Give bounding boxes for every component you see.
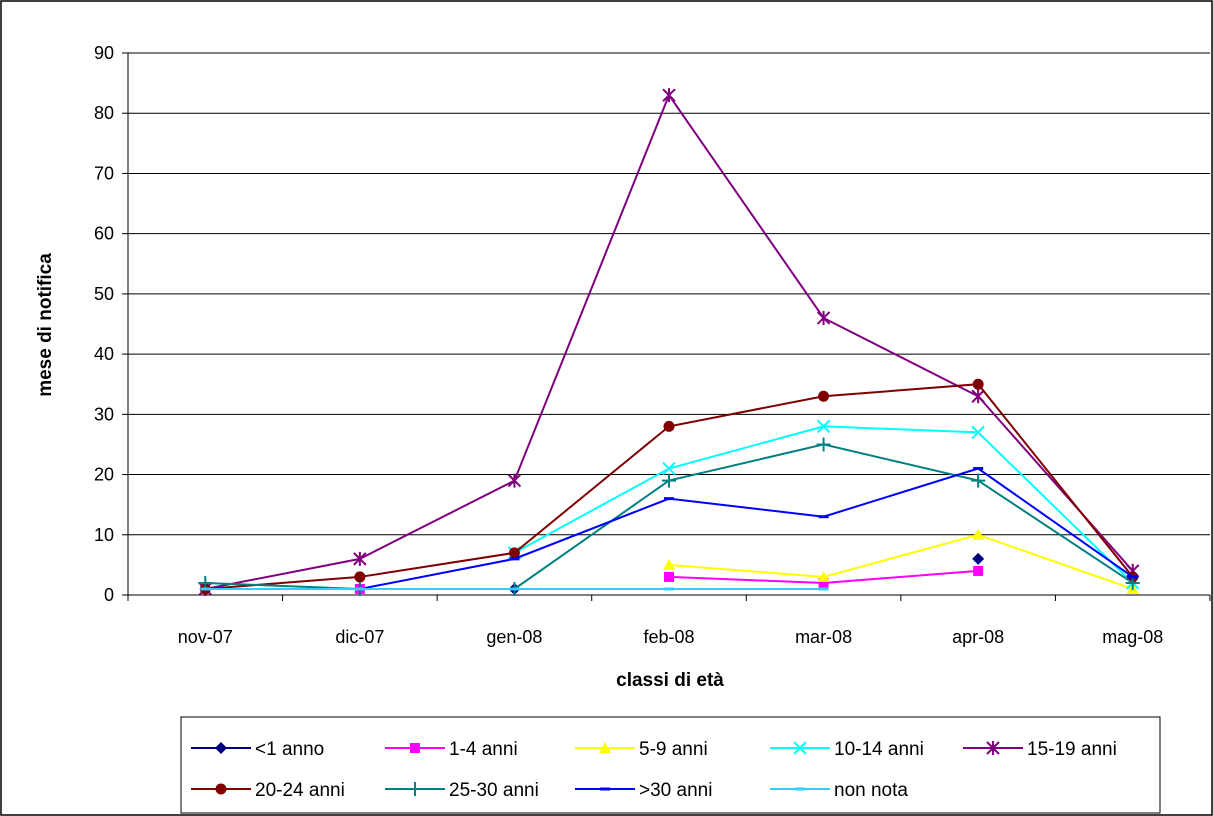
- data-point-marker: [354, 587, 365, 591]
- data-point-marker: [353, 551, 367, 566]
- legend-label: non nota: [834, 780, 908, 801]
- series-lines: [198, 88, 1140, 596]
- legend-label: 1-4 anni: [449, 739, 518, 760]
- legend-label: 20-24 anni: [255, 780, 345, 801]
- data-point-marker: [795, 787, 805, 791]
- data-point-marker: [200, 587, 211, 591]
- series-group: [199, 378, 1139, 595]
- x-tick-labels: nov-07 dic-07 gen-08 feb-08 mar-08 apr-08 mag-…: [127, 595, 1211, 647]
- data-point-marker: [663, 420, 675, 432]
- data-point-marker: [662, 473, 676, 488]
- legend-label: >30 anni: [639, 780, 712, 801]
- data-point-marker: [817, 570, 830, 582]
- y-tick-label: 80: [94, 103, 114, 123]
- data-point-marker: [507, 473, 522, 488]
- data-point-marker: [816, 310, 831, 325]
- x-tick-label: apr-08: [952, 627, 1004, 647]
- y-tick-label: 40: [94, 344, 114, 364]
- data-point-marker: [986, 741, 1000, 755]
- y-tick-label: 20: [94, 465, 114, 485]
- y-tick-label: 0: [104, 585, 114, 605]
- x-tick-label: gen-08: [486, 627, 542, 647]
- legend-item: 15-19 anni: [963, 739, 1117, 760]
- data-point-marker: [818, 577, 829, 588]
- data-point-marker: [408, 782, 422, 796]
- y-tick-labels: 0 10 20 30 40 50 60 70 80 90: [94, 43, 128, 605]
- x-tick-label: mag-08: [1102, 627, 1163, 647]
- legend-label: <1 anno: [255, 739, 324, 760]
- legend-item: <1 anno: [191, 739, 324, 760]
- data-point-marker: [816, 437, 831, 452]
- y-tick-label: 30: [94, 404, 114, 424]
- x-tick-label: nov-07: [178, 627, 233, 647]
- y-tick-label: 90: [94, 43, 114, 63]
- data-point-marker: [816, 419, 831, 434]
- data-point-marker: [664, 497, 674, 501]
- series-group: [663, 528, 1139, 594]
- x-axis-title: classi di età: [616, 670, 724, 691]
- data-point-marker: [664, 587, 674, 591]
- legend-item: 25-30 anni: [385, 780, 539, 801]
- data-point-marker: [971, 473, 986, 488]
- data-point-marker: [410, 743, 420, 753]
- y-tick-label: 50: [94, 284, 114, 304]
- data-point-marker: [600, 787, 610, 791]
- data-point-marker: [509, 557, 520, 561]
- data-point-marker: [215, 742, 227, 754]
- x-tick-label: feb-08: [643, 627, 694, 647]
- series-group: [198, 88, 1140, 596]
- gridlines: [127, 52, 1210, 596]
- data-point-marker: [972, 378, 984, 390]
- data-point-marker: [509, 587, 520, 591]
- data-point-marker: [1127, 575, 1138, 579]
- legend-box: [180, 716, 1161, 814]
- series-line: [668, 533, 1134, 590]
- data-point-marker: [508, 547, 520, 559]
- legend-item: >30 anni: [575, 780, 712, 801]
- data-point-marker: [973, 467, 984, 471]
- data-point-marker: [972, 552, 985, 565]
- y-axis-title: mese di notifica: [35, 253, 56, 397]
- series-line: [359, 467, 1134, 590]
- legend-label: 5-9 anni: [639, 739, 708, 760]
- legend: <1 anno 1-4 anni 5-9 anni 10-14 anni 15-19 a…: [180, 716, 1161, 814]
- data-point-marker: [663, 558, 675, 570]
- y-tick-label: 10: [94, 525, 114, 545]
- legend-label: 10-14 anni: [834, 739, 924, 760]
- legend-item: 10-14 anni: [770, 739, 924, 760]
- data-point-marker: [793, 741, 807, 755]
- legend-item: non nota: [770, 780, 908, 801]
- data-point-marker: [973, 565, 984, 576]
- legend-item: 20-24 anni: [191, 780, 345, 801]
- legend-label: 15-19 anni: [1027, 739, 1117, 760]
- x-tick-label: mar-08: [795, 627, 852, 647]
- data-point-marker: [662, 461, 676, 476]
- legend-label: 25-30 anni: [449, 780, 539, 801]
- data-point-marker: [215, 783, 227, 795]
- x-tick-label: dic-07: [335, 627, 384, 647]
- data-point-marker: [971, 425, 985, 440]
- y-tick-label: 70: [94, 163, 114, 183]
- series-group: [200, 587, 829, 591]
- data-point-marker: [818, 390, 830, 402]
- data-point-marker: [971, 389, 985, 404]
- data-point-marker: [972, 528, 985, 540]
- legend-item: 1-4 anni: [385, 739, 518, 760]
- data-point-marker: [818, 587, 829, 591]
- data-point-marker: [354, 571, 366, 583]
- data-point-marker: [664, 571, 674, 582]
- legend-item: 5-9 anni: [575, 739, 708, 760]
- data-point-marker: [818, 515, 829, 519]
- data-point-marker: [599, 742, 611, 753]
- data-point-marker: [662, 88, 676, 103]
- y-tick-label: 60: [94, 224, 114, 244]
